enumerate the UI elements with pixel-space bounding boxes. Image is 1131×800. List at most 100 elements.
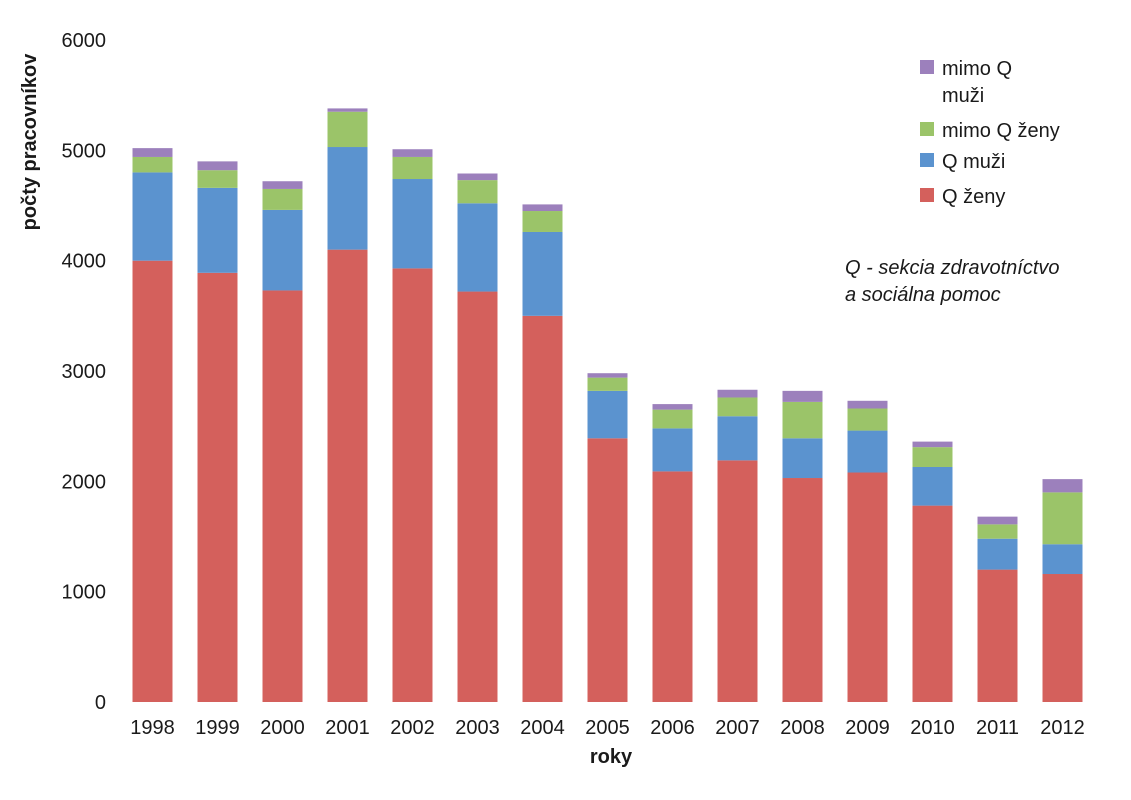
y-axis-ticks: 0 1000 2000 3000 4000 5000 6000	[62, 30, 107, 714]
y-tick-label: 6000	[62, 30, 107, 52]
bar-segment	[327, 147, 368, 250]
bar-segment	[717, 389, 758, 398]
bar-segment	[132, 172, 173, 261]
legend-label: Q ženy	[942, 186, 1005, 208]
bar-segment	[197, 272, 238, 702]
bar-segment	[262, 209, 303, 291]
legend-label: muži	[942, 85, 984, 107]
x-tick-label: 2004	[520, 717, 565, 739]
x-axis-ticks: 1998 1999 2000 2001 2002 2003 2004 2005 2006 2007…	[130, 717, 1085, 739]
y-axis-title: počty pracovníkov	[19, 53, 41, 231]
legend-item: Q ženy	[920, 186, 1005, 208]
legend-label: mimo Q ženy	[942, 120, 1060, 142]
bar-segment	[132, 260, 173, 702]
bar-segment	[457, 180, 498, 204]
bar-segment	[977, 516, 1018, 525]
x-tick-label: 2007	[715, 717, 760, 739]
legend-item: mimo Q ženy	[920, 120, 1060, 142]
bar-segment	[912, 441, 953, 448]
bar-segment	[912, 505, 953, 702]
y-tick-label: 1000	[62, 582, 107, 604]
x-tick-label: 2008	[780, 717, 825, 739]
legend-label: mimo Q	[942, 58, 1012, 80]
bar-segment	[197, 170, 238, 188]
x-tick-label: 2005	[585, 717, 630, 739]
bar-segment	[457, 203, 498, 292]
bar-segment	[977, 524, 1018, 539]
bar-segment	[522, 211, 563, 232]
bar-segment	[392, 268, 433, 702]
bar-segment	[392, 179, 433, 269]
bar-segment	[1042, 544, 1083, 575]
bar-segment	[522, 204, 563, 212]
y-tick-label: 0	[95, 692, 106, 714]
x-tick-label: 1999	[195, 717, 240, 739]
bar-segment	[1042, 479, 1083, 493]
bar-segment	[912, 447, 953, 467]
bar-segment	[977, 538, 1018, 570]
bar-segment	[1042, 574, 1083, 702]
bar-segment	[262, 181, 303, 189]
x-tick-label: 2012	[1040, 717, 1085, 739]
bar-segment	[717, 397, 758, 417]
bar-segment	[717, 460, 758, 702]
bar-segment	[782, 390, 823, 402]
bar-segment	[1042, 492, 1083, 545]
bar-segment	[392, 156, 433, 180]
x-tick-label: 2011	[976, 717, 1019, 739]
bar-segment	[912, 466, 953, 506]
bar-segment	[392, 149, 433, 157]
bar-segment	[782, 438, 823, 479]
bar-segment	[717, 416, 758, 461]
x-tick-label: 2009	[845, 717, 890, 739]
x-tick-label: 2000	[260, 717, 305, 739]
legend-swatch	[920, 60, 934, 74]
bar-segment	[847, 400, 888, 409]
bar-segment	[522, 315, 563, 702]
y-tick-label: 5000	[62, 140, 107, 162]
bar-segment	[847, 430, 888, 473]
x-axis-title: roky	[590, 746, 633, 768]
annotation-line-1: Q - sekcia zdravotníctvo	[845, 257, 1060, 279]
bar-segment	[457, 173, 498, 181]
x-tick-label: 2003	[455, 717, 500, 739]
legend-swatch	[920, 188, 934, 202]
annotation: Q - sekcia zdravotníctvo a sociálna pomo…	[845, 257, 1060, 306]
bar-segment	[587, 390, 628, 439]
x-tick-label: 2001	[325, 717, 370, 739]
x-tick-label: 2006	[650, 717, 695, 739]
bar-segment	[847, 408, 888, 431]
bar-segment	[197, 187, 238, 273]
legend-item: mimo Q muži	[920, 58, 1012, 107]
y-tick-label: 2000	[62, 471, 107, 493]
legend-swatch	[920, 153, 934, 167]
bar-segment	[782, 401, 823, 439]
legend: mimo Q muži mimo Q ženy Q muži Q ženy	[920, 58, 1060, 208]
bar-segment	[522, 231, 563, 316]
bar-segment	[262, 188, 303, 210]
bar-segment	[652, 404, 693, 410]
bar-segment	[197, 161, 238, 171]
bar-segment	[847, 472, 888, 702]
bar-segment	[262, 290, 303, 702]
legend-swatch	[920, 122, 934, 136]
bar-segment	[132, 148, 173, 157]
bar-segment	[652, 471, 693, 702]
bar-segment	[782, 478, 823, 702]
x-tick-label: 1998	[130, 717, 175, 739]
bar-segment	[132, 156, 173, 173]
y-tick-label: 3000	[62, 361, 107, 383]
x-tick-label: 2002	[390, 717, 435, 739]
bar-segment	[652, 428, 693, 472]
x-tick-label: 2010	[910, 717, 955, 739]
bars	[132, 108, 1083, 702]
y-tick-label: 4000	[62, 251, 107, 273]
bar-segment	[327, 108, 368, 112]
bar-segment	[587, 438, 628, 702]
bar-segment	[587, 373, 628, 378]
legend-label: Q muži	[942, 151, 1005, 173]
annotation-line-2: a sociálna pomoc	[845, 284, 1001, 306]
legend-item: Q muži	[920, 151, 1005, 173]
bar-segment	[652, 409, 693, 429]
